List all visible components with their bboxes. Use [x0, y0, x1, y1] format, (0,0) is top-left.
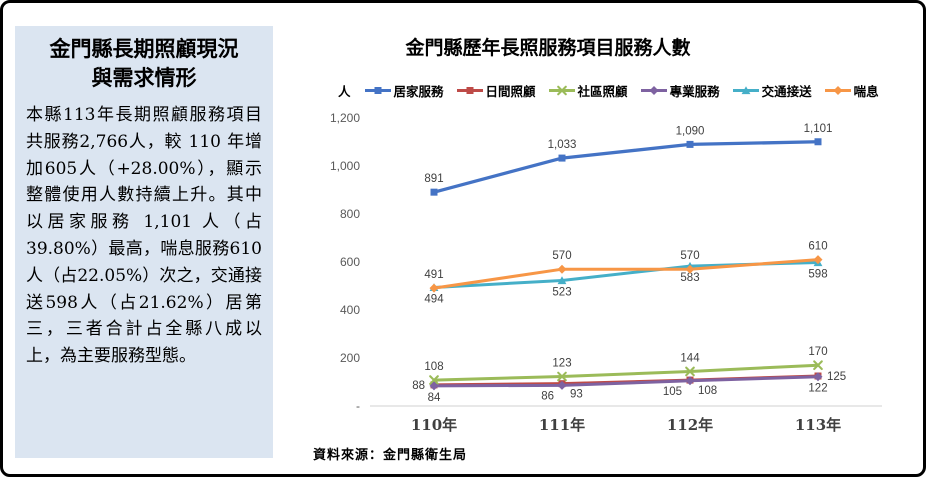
legend-marker-icon — [364, 86, 391, 94]
data-point-marker — [558, 154, 566, 162]
data-label: 105 — [663, 386, 682, 398]
line-chart-plot: - 200 400 600 800 1,000 1,200 110年 111年 112年 113年 8… — [330, 111, 882, 434]
data-label: 891 — [424, 173, 443, 185]
summary-title-line2: 與需求情形 — [91, 65, 197, 90]
legend-label: 喘息 — [853, 83, 879, 99]
legend-marker — [649, 85, 659, 95]
legend-label: 社區照顧 — [577, 83, 628, 99]
data-label: 88 — [412, 380, 425, 392]
chart-legend: 人 居家服務 日間照顧 社區照顧 專業服務 交通接送 喘息 — [303, 79, 923, 101]
summary-title: 金門縣長期照顧現況 與需求情形 — [26, 34, 262, 92]
data-point-marker — [685, 264, 695, 274]
y-axis-unit-label: 人 — [338, 83, 351, 99]
data-label: 122 — [808, 383, 827, 395]
data-point-marker — [557, 380, 567, 390]
legend-item-6: 喘息 — [824, 81, 879, 100]
data-label: 125 — [827, 371, 846, 383]
chart-title: 金門縣歷年長照服務項目服務人數 — [405, 37, 691, 59]
legend-marker-icon — [732, 85, 759, 94]
data-label: 570 — [552, 250, 571, 262]
series-points-6 — [429, 255, 823, 293]
data-point-marker — [557, 276, 567, 285]
data-point-marker — [685, 376, 695, 386]
data-label: 108 — [698, 385, 717, 397]
data-label: 494 — [424, 293, 444, 305]
series-points-4 — [429, 372, 823, 391]
data-label: 523 — [552, 286, 571, 298]
summary-title-line1: 金門縣長期照顧現況 — [49, 36, 239, 61]
y-axis-tick-label: - — [356, 399, 360, 413]
legend-label: 日間照顧 — [485, 83, 536, 99]
legend-marker-icon — [456, 86, 483, 94]
y-axis-tick-label: 1,000 — [330, 159, 360, 173]
data-point-marker — [814, 138, 822, 146]
data-label: 170 — [808, 346, 827, 358]
data-point-marker — [686, 140, 694, 148]
summary-text: 本縣113年長期照顧服務項目共服務2,766人，較 110 年增加605人（+2… — [26, 105, 262, 367]
data-point-marker — [430, 188, 438, 196]
legend-marker — [741, 85, 750, 94]
legend-marker-icon — [824, 85, 851, 95]
source-note: 資料來源：金門縣衛生局 — [313, 448, 468, 463]
series-line-4 — [432, 375, 820, 388]
legend-label: 居家服務 — [393, 83, 444, 99]
data-point-marker — [685, 366, 695, 377]
y-axis-tick-label: 800 — [340, 207, 360, 221]
data-label: 108 — [424, 361, 443, 373]
data-point-marker — [813, 372, 823, 382]
legend-marker-icon — [640, 85, 667, 95]
legend-item-5: 交通接送 — [732, 81, 812, 100]
data-label: 84 — [428, 392, 441, 404]
series-points-1 — [430, 138, 822, 196]
legend-marker — [833, 85, 843, 95]
data-point-marker — [557, 371, 567, 382]
data-label: 491 — [424, 269, 443, 281]
series-line-3 — [432, 363, 820, 382]
x-axis-tick-label: 111年 — [539, 416, 585, 434]
y-axis-tick-label: 200 — [340, 351, 360, 365]
data-point-marker — [429, 283, 439, 293]
data-point-marker — [813, 360, 823, 371]
legend-label: 專業服務 — [669, 83, 720, 99]
series-line-5 — [432, 260, 820, 289]
data-label: 610 — [808, 241, 827, 253]
y-axis-tick-label: 600 — [340, 255, 360, 269]
legend-item-4: 專業服務 — [640, 81, 720, 100]
data-point-marker — [429, 375, 439, 385]
data-label: 144 — [680, 352, 700, 364]
legend-item-1: 居家服務 — [364, 81, 444, 100]
data-label: 86 — [541, 390, 554, 402]
legend-marker — [556, 85, 567, 95]
y-axis-tick-label: 400 — [340, 303, 360, 317]
legend-marker-icon — [548, 85, 575, 95]
data-label: 1,101 — [804, 123, 833, 135]
legend-item-3: 社區照顧 — [548, 81, 628, 100]
series-line-6 — [432, 258, 820, 290]
legend-label: 交通接送 — [761, 83, 812, 99]
legend-item-2: 日間照顧 — [456, 81, 536, 100]
data-point-marker — [557, 264, 567, 274]
data-label: 598 — [808, 268, 827, 280]
data-point-marker — [813, 255, 823, 265]
data-label: 570 — [680, 250, 699, 262]
x-axis-tick-label: 110年 — [411, 416, 457, 434]
series-points-3 — [429, 360, 823, 385]
data-label: 123 — [552, 357, 571, 369]
data-label: 1,090 — [676, 125, 705, 137]
data-point-marker — [429, 381, 439, 391]
x-axis-tick-label: 113年 — [795, 416, 841, 434]
summary-panel: 金門縣長期照顧現況 與需求情形 本縣113年長期照顧服務項目共服務2,766人，… — [15, 26, 273, 458]
x-axis-tick-label: 112年 — [667, 416, 713, 434]
series-line-1 — [432, 140, 820, 194]
legend-marker — [466, 86, 474, 94]
legend-marker — [374, 86, 382, 94]
data-label: 583 — [680, 272, 699, 284]
data-label: 1,033 — [548, 139, 577, 151]
data-label: 93 — [570, 389, 583, 401]
y-axis-tick-label: 1,200 — [330, 111, 360, 125]
